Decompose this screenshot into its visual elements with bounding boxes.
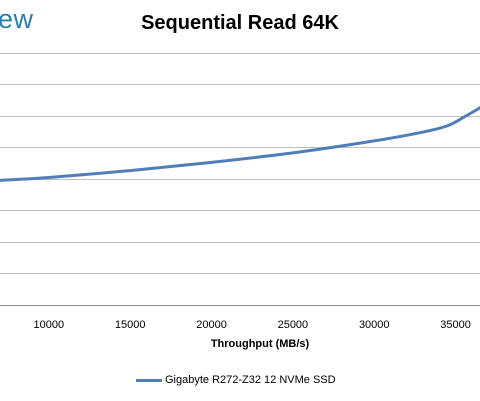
legend-swatch [136, 378, 162, 382]
x-tick-label: 10000 [34, 319, 65, 331]
x-tick-label: 25000 [278, 319, 309, 331]
x-axis-label: Throughput (MB/s) [210, 338, 310, 350]
chart-title: Sequential Read 64K [141, 12, 339, 34]
series-line-0 [0, 106, 480, 182]
x-axis-ticks: 10000 15000 20000 25000 30000 35000 [34, 319, 471, 331]
x-tick-label: 15000 [115, 319, 146, 331]
x-tick-label: 35000 [440, 319, 471, 331]
brand-logo-text: ew [0, 4, 34, 34]
legend: Gigabyte R272-Z32 12 NVMe SSD [136, 372, 336, 388]
legend-label: Gigabyte R272-Z32 12 NVMe SSD [165, 374, 336, 386]
x-tick-label: 20000 [196, 319, 227, 331]
series-layer [0, 106, 480, 182]
gridlines [0, 53, 480, 306]
x-tick-label: 30000 [359, 319, 390, 331]
